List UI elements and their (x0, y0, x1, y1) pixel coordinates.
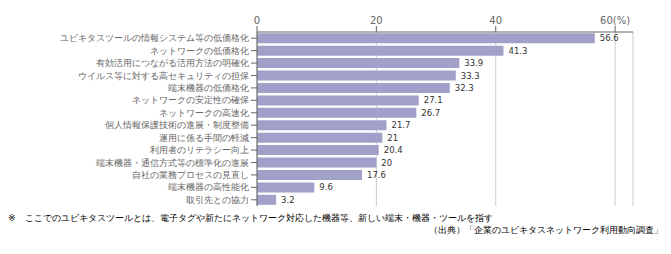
svg-text:ユビキタスツールの情報システム等の低価格化: ユビキタスツールの情報システム等の低価格化 (60, 33, 249, 43)
svg-text:運用に係る手間の軽減: 運用に係る手間の軽減 (159, 133, 249, 143)
svg-text:20.4: 20.4 (384, 145, 403, 155)
svg-text:取引先との協力: 取引先との協力 (186, 195, 249, 205)
svg-text:32.3: 32.3 (455, 83, 474, 93)
svg-text:有効活用につながる活用方法の明確化: 有効活用につながる活用方法の明確化 (96, 58, 249, 68)
svg-text:33.3: 33.3 (461, 71, 480, 81)
svg-text:3.2: 3.2 (281, 195, 295, 205)
svg-text:端末機器の低価格化: 端末機器の低価格化 (168, 83, 249, 93)
svg-text:ネットワークの安定性の確保: ネットワークの安定性の確保 (132, 95, 249, 105)
svg-text:60(%): 60(%) (600, 15, 630, 26)
svg-text:9.6: 9.6 (319, 182, 333, 192)
svg-text:端末機器の高性能化: 端末機器の高性能化 (168, 182, 249, 192)
svg-text:41.3: 41.3 (508, 46, 527, 56)
svg-text:20: 20 (370, 15, 383, 26)
svg-text:27.1: 27.1 (424, 95, 443, 105)
svg-text:40: 40 (489, 15, 502, 26)
svg-text:ネットワークの低価格化: ネットワークの低価格化 (150, 46, 249, 56)
svg-text:33.9: 33.9 (464, 58, 483, 68)
svg-text:21: 21 (387, 133, 398, 143)
html-text:※ ここでのユビキタスツールとは、電子タグや新たにネットワー: ※ ここでのユビキタスツールとは、電子タグや新たにネットワーク対応した機器等、新… (8, 213, 493, 223)
html-text:（出典）「企業のユビキタスネットワーク利用動向調査」: （出典）「企業のユビキタスネットワーク利用動向調査」 (429, 225, 663, 235)
svg-text:20: 20 (381, 158, 392, 168)
svg-text:0: 0 (254, 15, 260, 26)
svg-text:17.6: 17.6 (367, 170, 386, 180)
svg-text:個人情報保護技術の進展・制度整備: 個人情報保護技術の進展・制度整備 (105, 120, 249, 130)
svg-text:21.7: 21.7 (392, 120, 411, 130)
svg-text:利用者のリテラシー向上: 利用者のリテラシー向上 (150, 145, 249, 155)
svg-text:自社の業務プロセスの見直し: 自社の業務プロセスの見直し (132, 170, 249, 180)
svg-text:ウイルス等に対する高セキュリティの担保: ウイルス等に対する高セキュリティの担保 (78, 71, 249, 81)
svg-text:ネットワークの高速化: ネットワークの高速化 (159, 108, 249, 118)
svg-text:端末機器・通信方式等の標準化の進展: 端末機器・通信方式等の標準化の進展 (96, 158, 249, 168)
svg-text:26.7: 26.7 (421, 108, 440, 118)
svg-text:56.6: 56.6 (600, 33, 619, 43)
